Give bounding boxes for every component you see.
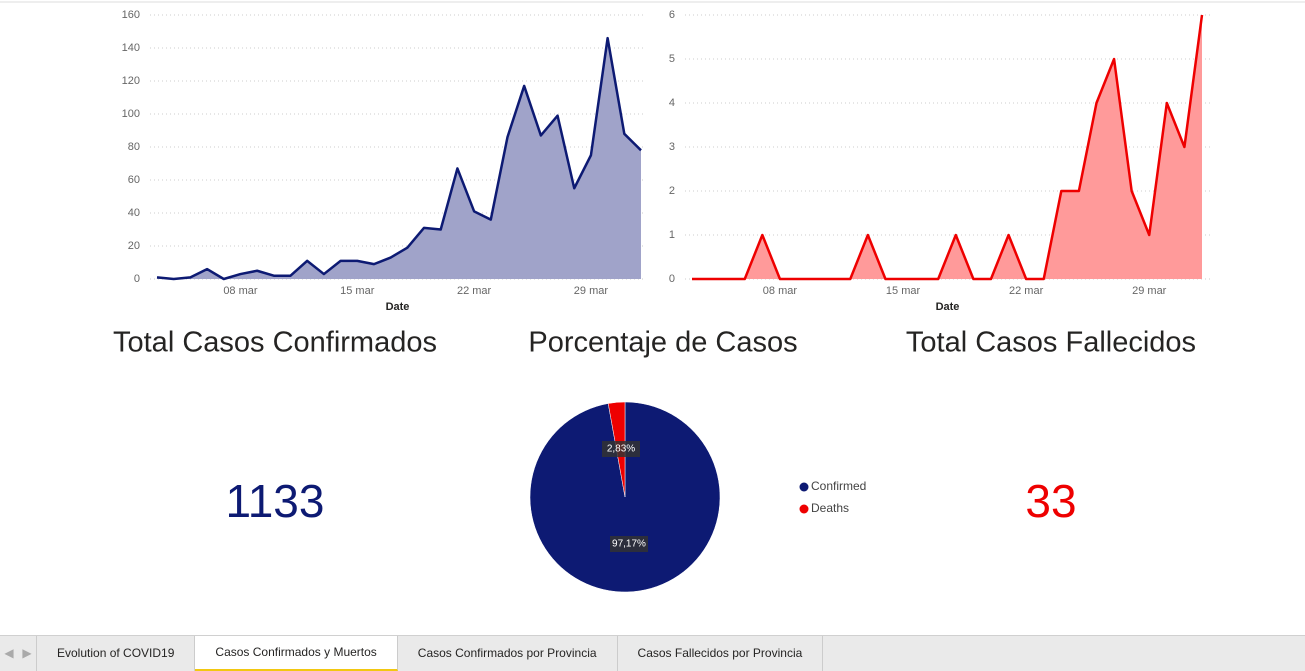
y-tick-label: 3 bbox=[669, 141, 675, 153]
x-tick-label: 29 mar bbox=[1132, 285, 1167, 297]
y-tick-label: 100 bbox=[122, 108, 140, 120]
legend-marker bbox=[799, 504, 809, 514]
page-tab[interactable]: Evolution of COVID19 bbox=[37, 636, 196, 671]
legend-marker bbox=[799, 482, 809, 492]
y-tick-label: 40 bbox=[128, 207, 140, 219]
y-tick-label: 120 bbox=[122, 75, 140, 87]
x-tick-label: 15 mar bbox=[886, 285, 921, 297]
x-tick-label: 22 mar bbox=[1009, 285, 1044, 297]
card-value: 1133 bbox=[226, 475, 325, 527]
slice-label-text: 2,83% bbox=[607, 444, 635, 455]
prev-arrow[interactable]: ◀ bbox=[4, 646, 14, 660]
slice-label-text: 97,17% bbox=[612, 539, 646, 550]
next-arrow[interactable]: ▶ bbox=[18, 636, 37, 671]
card-title: Total Casos Confirmados bbox=[113, 327, 437, 359]
y-tick-label: 140 bbox=[122, 42, 140, 54]
area-fill bbox=[157, 38, 641, 279]
area-line bbox=[156, 36, 642, 281]
x-tick-label: 08 mar bbox=[763, 285, 798, 297]
slice-label-bg bbox=[602, 441, 640, 457]
slice-label-bg bbox=[610, 536, 648, 552]
page-tab[interactable]: Casos Confirmados y Muertos bbox=[195, 636, 398, 671]
card-title: Total Casos Fallecidos bbox=[906, 327, 1196, 359]
card-value: 33 bbox=[1025, 475, 1076, 527]
page-tab[interactable]: Casos Confirmados por Provincia bbox=[398, 636, 618, 671]
y-tick-label: 2 bbox=[669, 185, 675, 197]
y-tick-label: 80 bbox=[128, 141, 140, 153]
y-tick-label: 0 bbox=[134, 273, 140, 285]
pie-title: Porcentaje de Casos bbox=[528, 327, 797, 359]
x-axis-label: Date bbox=[936, 301, 960, 313]
area-line bbox=[692, 14, 1204, 281]
slice-label: 97,17% bbox=[610, 536, 648, 552]
y-tick-label: 20 bbox=[128, 240, 140, 252]
area-fill bbox=[692, 15, 1202, 279]
y-tick-label: 4 bbox=[669, 97, 675, 109]
y-tick-label: 1 bbox=[669, 229, 675, 241]
page-tab[interactable]: Casos Fallecidos por Provincia bbox=[618, 636, 824, 671]
y-tick-label: 160 bbox=[122, 9, 140, 21]
x-axis-label: Date bbox=[386, 301, 410, 313]
slice-label: 2,83% bbox=[602, 441, 640, 457]
y-tick-label: 0 bbox=[669, 273, 675, 285]
y-tick-label: 6 bbox=[669, 9, 675, 21]
legend-label: Deaths bbox=[811, 501, 849, 515]
x-tick-label: 22 mar bbox=[457, 285, 492, 297]
legend-label: Confirmed bbox=[811, 479, 866, 493]
x-tick-label: 15 mar bbox=[340, 285, 375, 297]
y-tick-label: 5 bbox=[669, 53, 675, 65]
x-tick-label: 08 mar bbox=[223, 285, 258, 297]
y-tick-label: 60 bbox=[128, 174, 140, 186]
x-tick-label: 29 mar bbox=[574, 285, 609, 297]
tab-bar: ◀ ▶ Evolution of COVID19 Casos Confirmado… bbox=[0, 635, 1305, 671]
